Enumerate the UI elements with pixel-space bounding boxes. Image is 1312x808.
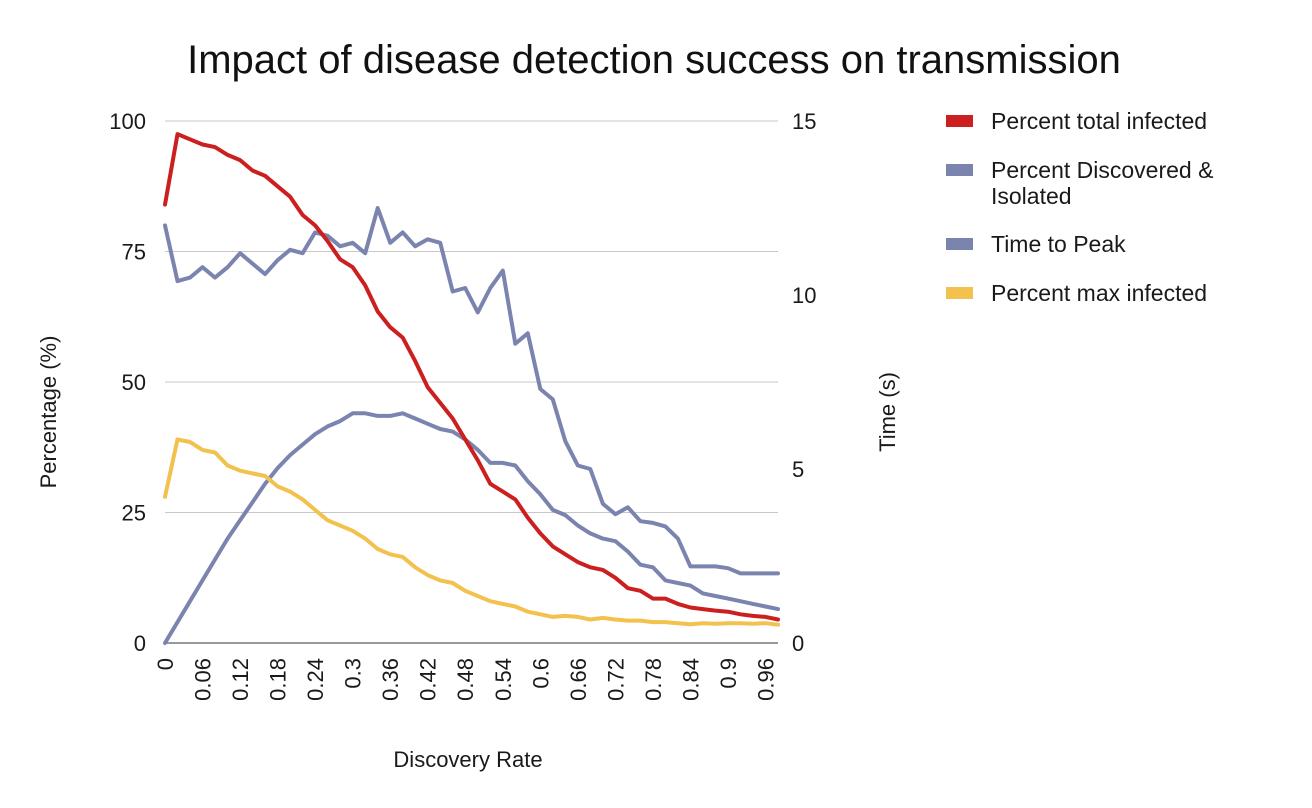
y-tick-label: 75	[122, 240, 146, 265]
gridlines	[165, 120, 778, 513]
chart-title: Impact of disease detection success on t…	[187, 38, 1121, 82]
y-tick-label: 50	[122, 370, 146, 395]
x-tick-label: 0.6	[528, 658, 553, 689]
y2-tick-label: 0	[792, 631, 804, 656]
y-axis-label: Percentage (%)	[36, 336, 61, 489]
x-tick-label: 0.54	[491, 658, 516, 701]
x-tick-label: 0.48	[453, 658, 478, 701]
series-line-3	[163, 437, 780, 627]
y2-axis-label: Time (s)	[875, 372, 900, 452]
x-tick-label: 0.12	[228, 658, 253, 701]
legend-swatch	[946, 238, 973, 250]
legend: Percent total infected Percent Discovered…	[946, 108, 1213, 306]
series-lines	[163, 132, 780, 645]
legend-label: Percent Discovered & Isolated	[991, 157, 1213, 209]
x-tick-label: 0	[153, 658, 178, 670]
x-tick-label: 0.24	[303, 658, 328, 701]
x-tick-label: 0.06	[191, 658, 216, 701]
legend-label: Percent max infected	[991, 280, 1207, 306]
axes: 0 25 50 75 100 0 5 10 15 0 0.06 0.12 0.18 0.24 0.3 0.36…	[109, 109, 816, 701]
x-tick-label: 0.72	[603, 658, 628, 701]
y2-tick-label: 15	[792, 109, 816, 134]
series-line-2	[163, 206, 780, 576]
x-tick-label: 0.78	[641, 658, 666, 701]
legend-swatch	[946, 115, 973, 127]
x-tick-label: 0.66	[566, 658, 591, 701]
y2-tick-label: 10	[792, 283, 816, 308]
x-axis-label: Discovery Rate	[393, 747, 542, 772]
x-tick-label: 0.42	[416, 658, 441, 701]
x-tick-label: 0.9	[716, 658, 741, 689]
y-tick-label: 0	[134, 631, 146, 656]
y2-tick-label: 5	[792, 457, 804, 482]
legend-swatch	[946, 287, 973, 299]
series-line-1	[163, 411, 780, 645]
x-tick-label: 0.18	[266, 658, 291, 701]
y-tick-label: 100	[109, 109, 146, 134]
series-line-0	[163, 132, 780, 622]
y-tick-label: 25	[122, 501, 146, 526]
x-tick-label: 0.84	[678, 658, 703, 701]
x-tick-label: 0.96	[753, 658, 778, 701]
legend-swatch	[946, 164, 973, 176]
legend-label: Percent total infected	[991, 108, 1207, 134]
x-tick-label: 0.36	[378, 658, 403, 701]
x-tick-label: 0.3	[341, 658, 366, 689]
legend-label: Time to Peak	[991, 231, 1126, 257]
